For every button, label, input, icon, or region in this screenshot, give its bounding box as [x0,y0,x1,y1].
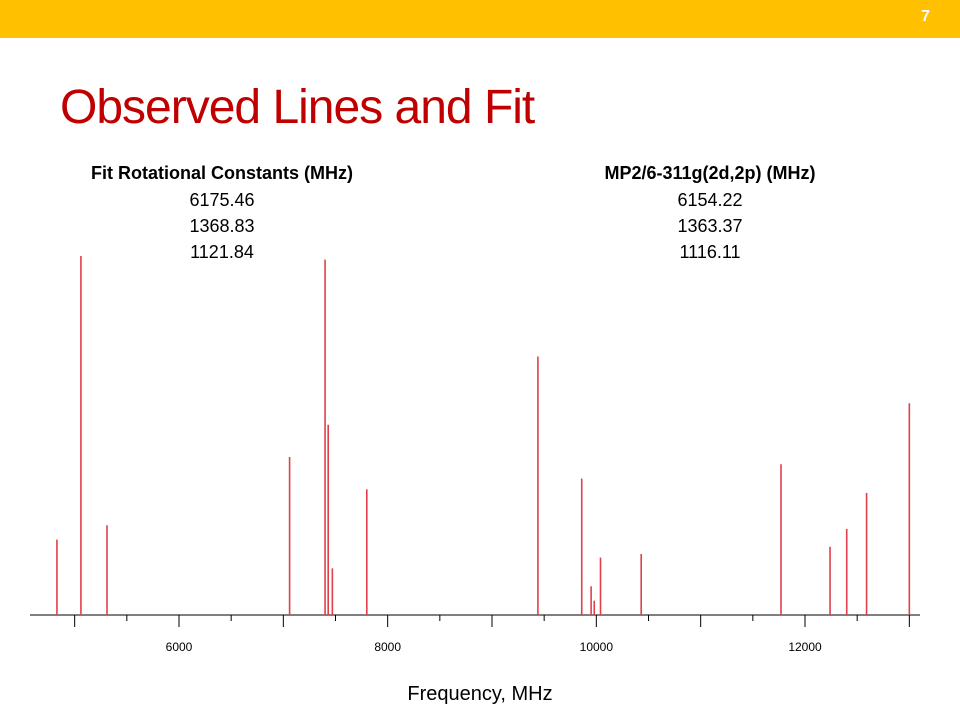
fit-constants-header: Fit Rotational Constants (MHz) [91,163,353,183]
x-tick-label: 6000 [166,640,193,654]
mp2-constant-b: 1363.37 [677,216,743,236]
header-accent-bar: 7 [0,0,960,38]
x-tick-label: 10000 [580,640,614,654]
mp2-constants-column: MP2/6-311g(2d,2p) (MHz) 6154.22 1363.37 … [510,163,910,268]
fit-constant-c: 1121.84 [190,242,254,262]
x-axis-label: Frequency, MHz [407,683,553,705]
fit-constant-a: 6175.46 [189,190,255,210]
x-tick-label: 12000 [788,640,822,654]
mp2-constant-c: 1116.11 [679,242,741,262]
fit-constant-b: 1368.83 [189,216,255,236]
mp2-constant-a: 6154.22 [677,190,743,210]
x-tick-label: 8000 [374,640,401,654]
mp2-constants-header: MP2/6-311g(2d,2p) (MHz) [604,163,816,183]
slide-title: Observed Lines and Fit [60,81,535,134]
slide-number: 7 [921,8,930,25]
fit-constants-column: Fit Rotational Constants (MHz) 6175.46 1… [22,163,422,268]
